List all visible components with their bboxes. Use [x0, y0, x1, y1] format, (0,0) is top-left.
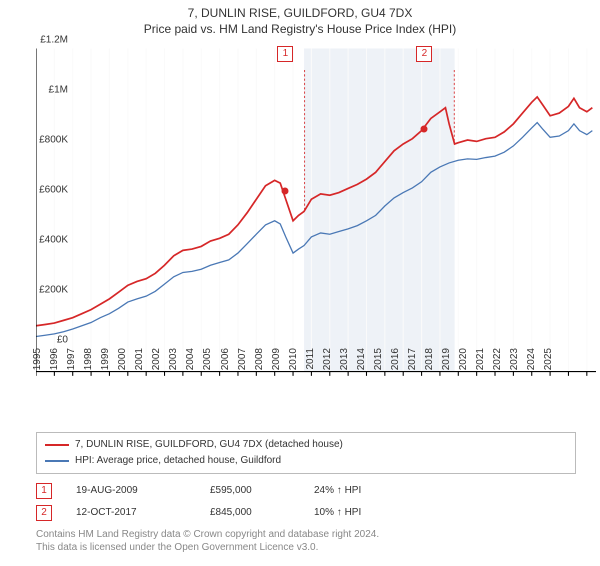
x-tick-label: 2014	[356, 348, 367, 370]
x-tick-label: 2020	[458, 348, 469, 370]
x-tick-label: 2007	[237, 348, 248, 370]
marker-row: 2 12-OCT-2017 £845,000 10% ↑ HPI	[36, 502, 576, 524]
y-tick-label: £0	[28, 335, 68, 346]
x-tick-label: 2019	[441, 348, 452, 370]
marker-delta: 10% ↑ HPI	[314, 502, 394, 524]
x-tick-label: 2025	[543, 348, 554, 370]
chart-area: £0£200K£400K£600K£800K£1M£1.2M 199519961…	[36, 40, 596, 380]
x-tick-label: 1999	[100, 348, 111, 370]
x-tick-label: 2010	[288, 348, 299, 370]
marker-price: £595,000	[210, 480, 290, 502]
plot-marker-badge: 1	[277, 46, 293, 62]
y-tick-label: £200K	[28, 285, 68, 296]
x-tick-label: 2015	[373, 348, 384, 370]
legend-swatch	[45, 444, 69, 446]
x-tick-label: 2005	[202, 348, 213, 370]
x-tick-label: 2024	[526, 348, 537, 370]
x-tick-label: 2004	[185, 348, 196, 370]
marker-table: 1 19-AUG-2009 £595,000 24% ↑ HPI 2 12-OCT-201…	[36, 480, 576, 524]
x-tick-label: 2013	[339, 348, 350, 370]
marker-date: 12-OCT-2017	[76, 502, 186, 524]
x-tick-label: 1995	[32, 348, 43, 370]
chart-title: 7, DUNLIN RISE, GUILDFORD, GU4 7DX	[0, 6, 600, 20]
x-tick-label: 2002	[151, 348, 162, 370]
x-tick-label: 1998	[83, 348, 94, 370]
x-tick-label: 1997	[66, 348, 77, 370]
x-tick-label: 2012	[322, 348, 333, 370]
legend-label: 7, DUNLIN RISE, GUILDFORD, GU4 7DX (deta…	[75, 437, 343, 453]
x-tick-label: 2018	[424, 348, 435, 370]
y-tick-label: £600K	[28, 185, 68, 196]
plot-marker-dot	[282, 188, 289, 195]
x-tick-label: 2011	[305, 348, 316, 370]
plot-marker-dot	[421, 125, 428, 132]
legend-box: 7, DUNLIN RISE, GUILDFORD, GU4 7DX (deta…	[36, 432, 576, 474]
chart-svg	[36, 40, 596, 380]
marker-delta: 24% ↑ HPI	[314, 480, 394, 502]
x-tick-label: 2023	[509, 348, 520, 370]
legend-label: HPI: Average price, detached house, Guil…	[75, 453, 281, 469]
y-tick-label: £800K	[28, 135, 68, 146]
x-tick-label: 2001	[134, 348, 145, 370]
legend-item: HPI: Average price, detached house, Guil…	[45, 453, 567, 469]
x-tick-label: 2021	[475, 348, 486, 370]
x-tick-label: 2008	[254, 348, 265, 370]
x-tick-label: 2006	[220, 348, 231, 370]
marker-badge: 2	[36, 505, 52, 521]
y-tick-label: £1M	[28, 85, 68, 96]
x-tick-label: 2000	[117, 348, 128, 370]
x-tick-label: 2009	[271, 348, 282, 370]
x-tick-label: 2003	[168, 348, 179, 370]
legend-swatch	[45, 460, 69, 462]
marker-badge: 1	[36, 483, 52, 499]
footer-attribution: Contains HM Land Registry data © Crown c…	[36, 528, 576, 554]
x-tick-label: 1996	[49, 348, 60, 370]
x-tick-label: 2022	[492, 348, 503, 370]
y-tick-label: £1.2M	[28, 35, 68, 46]
marker-row: 1 19-AUG-2009 £595,000 24% ↑ HPI	[36, 480, 576, 502]
x-tick-label: 2017	[407, 348, 418, 370]
y-tick-label: £400K	[28, 235, 68, 246]
legend-item: 7, DUNLIN RISE, GUILDFORD, GU4 7DX (deta…	[45, 437, 567, 453]
chart-subtitle: Price paid vs. HM Land Registry's House …	[0, 22, 600, 36]
marker-price: £845,000	[210, 502, 290, 524]
plot-marker-badge: 2	[416, 46, 432, 62]
footer-line-2: This data is licensed under the Open Gov…	[36, 541, 576, 554]
footer-line-1: Contains HM Land Registry data © Crown c…	[36, 528, 576, 541]
marker-date: 19-AUG-2009	[76, 480, 186, 502]
x-tick-label: 2016	[390, 348, 401, 370]
